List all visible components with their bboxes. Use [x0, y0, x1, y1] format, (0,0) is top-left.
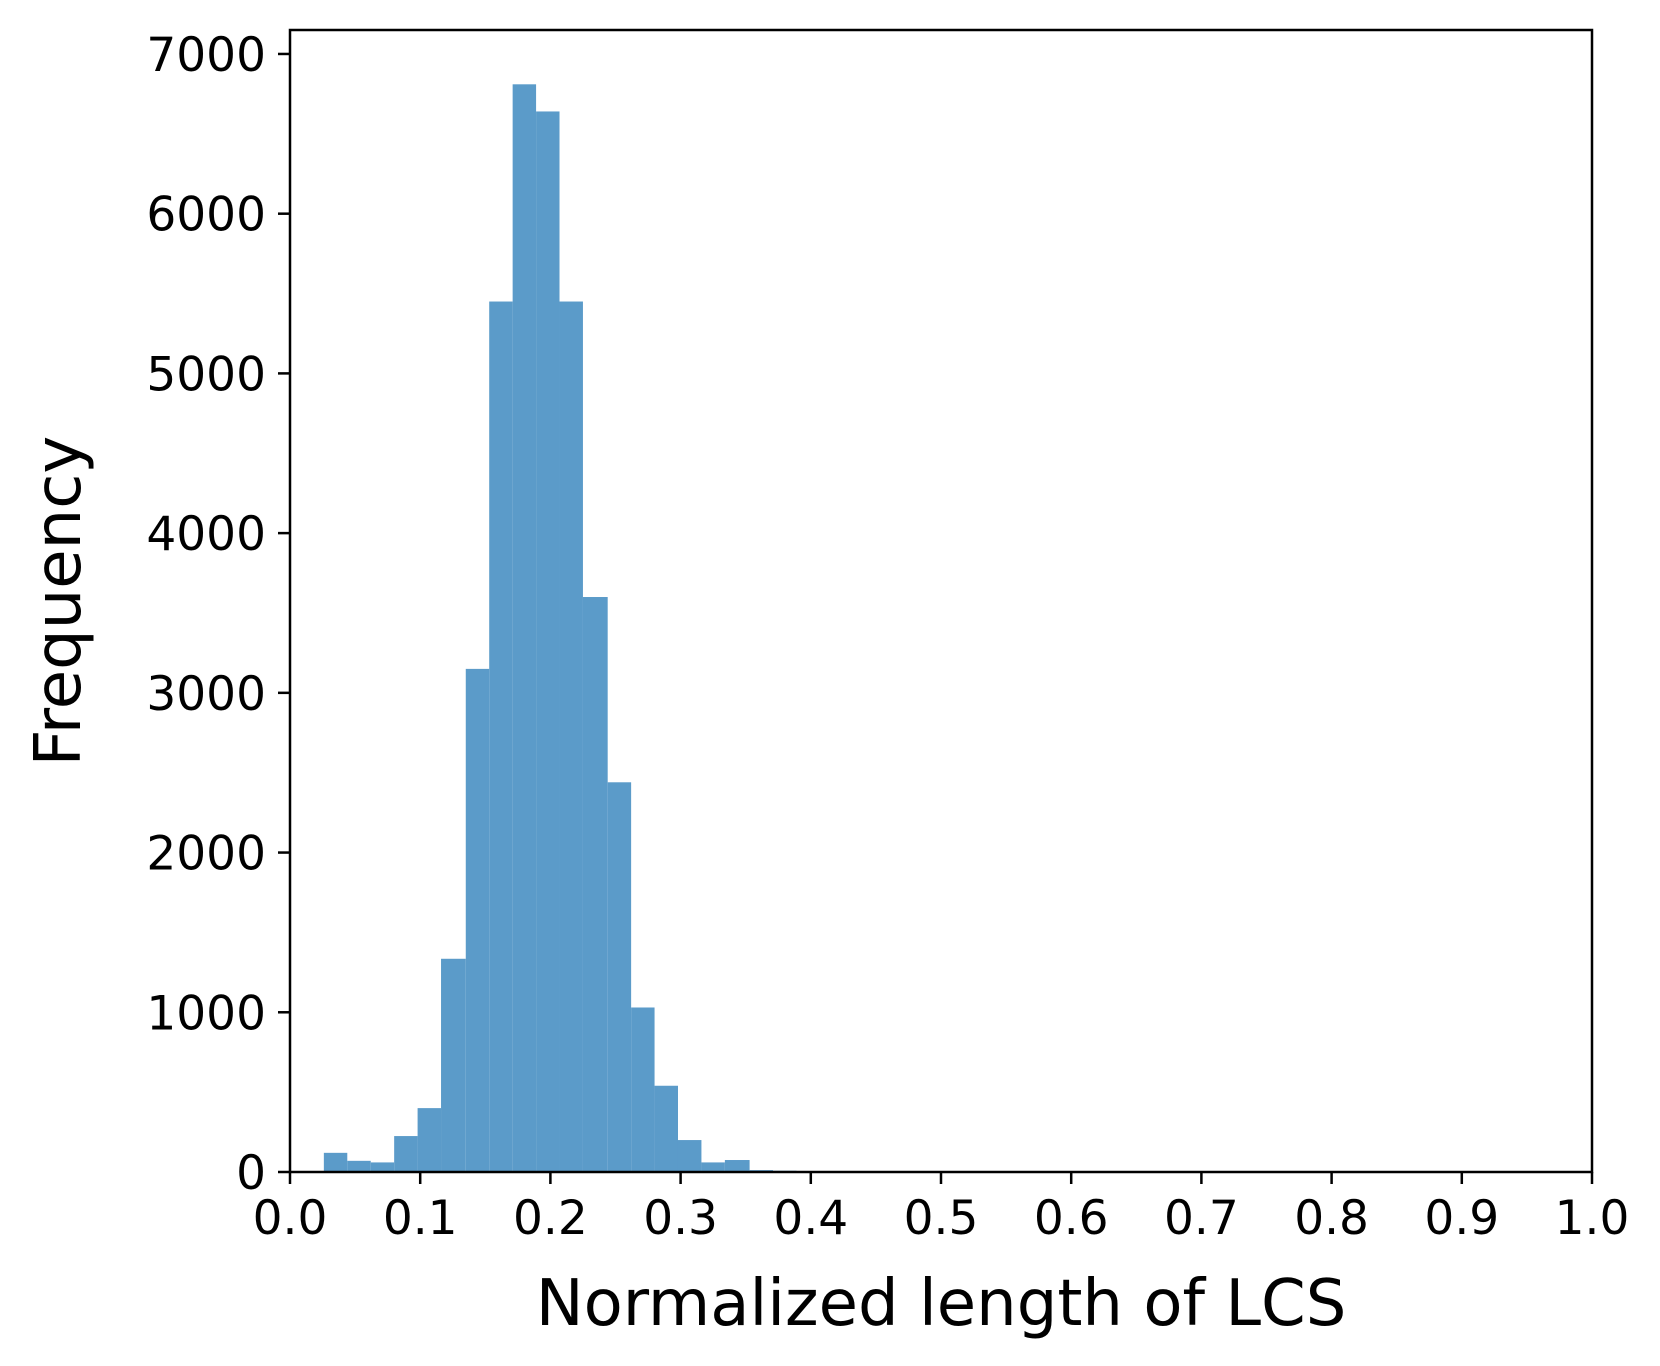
x-tick-label-9: 0.9: [1424, 1191, 1499, 1246]
histogram-bar-9: [536, 111, 560, 1172]
histogram-bar-0: [323, 1152, 348, 1172]
y-axis-label: Frequency: [22, 436, 96, 767]
x-axis-ticks: 0.0 0.1 0.2 0.3 0.4 0.5 0.6 0.7 0.8 0.9 1.0: [253, 1172, 1630, 1246]
histogram-bar-11: [582, 597, 608, 1172]
histogram-bar-8: [512, 84, 537, 1172]
y-tick-label-2: 2000: [146, 827, 266, 882]
x-tick-label-3: 0.3: [643, 1191, 718, 1246]
histogram-bar-16: [701, 1162, 725, 1172]
histogram-bars: [323, 84, 939, 1172]
x-tick-label-4: 0.4: [773, 1191, 848, 1246]
x-tick-label-1: 0.1: [383, 1191, 458, 1246]
x-tick-label-8: 0.8: [1294, 1191, 1369, 1246]
y-tick-label-7: 7000: [146, 28, 266, 83]
histogram-bar-17: [724, 1160, 750, 1172]
y-tick-label-0: 0: [236, 1146, 266, 1201]
x-tick-label-7: 0.7: [1164, 1191, 1239, 1246]
x-tick-label-0: 0.0: [253, 1191, 328, 1246]
histogram-bar-7: [489, 301, 513, 1172]
histogram-bar-13: [631, 1007, 655, 1172]
histogram-bar-1: [347, 1160, 371, 1172]
y-tick-label-6: 6000: [146, 188, 266, 243]
y-tick-label-5: 5000: [146, 347, 266, 402]
x-tick-label-10: 1.0: [1555, 1191, 1630, 1246]
x-tick-label-2: 0.2: [513, 1191, 588, 1246]
histogram-bar-2: [370, 1162, 395, 1172]
x-tick-label-6: 0.6: [1034, 1191, 1109, 1246]
histogram-bar-3: [394, 1136, 418, 1172]
histogram-bar-10: [559, 301, 583, 1172]
histogram-bar-6: [465, 668, 490, 1172]
histogram-bar-12: [607, 782, 632, 1172]
histogram-bar-14: [654, 1085, 678, 1172]
plot-frame: [288, 28, 1594, 1174]
x-tick-label-5: 0.5: [904, 1191, 979, 1246]
histogram-bar-4: [417, 1108, 442, 1172]
histogram-bar-5: [441, 958, 466, 1172]
y-tick-label-3: 3000: [146, 667, 266, 722]
histogram-bar-15: [677, 1140, 702, 1172]
y-tick-label-4: 4000: [146, 507, 266, 562]
y-tick-label-1: 1000: [146, 986, 266, 1041]
x-axis-label: Normalized length of LCS: [536, 1267, 1347, 1341]
y-axis-ticks: 0 1000 2000 3000 4000 5000 6000 7000: [146, 28, 290, 1201]
